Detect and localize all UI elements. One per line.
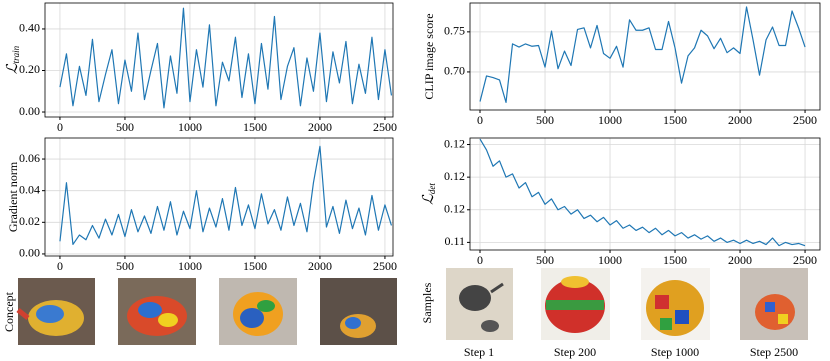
y-axis-label-main: ℒ xyxy=(421,193,437,205)
plot-area xyxy=(479,138,806,247)
y-axis-label-main: ℒ xyxy=(5,62,21,74)
y-axis-label: CLIP image score xyxy=(422,13,436,99)
y-tick-label: 0.20 xyxy=(19,62,40,76)
sample-images xyxy=(446,268,808,340)
x-tick-label: 0 xyxy=(477,253,483,267)
x-tick-label: 1000 xyxy=(598,253,622,267)
x-tick-label: 2500 xyxy=(793,113,817,127)
x-tick-label: 1000 xyxy=(178,259,202,273)
x-tick-label: 2000 xyxy=(728,113,752,127)
data-line xyxy=(59,145,393,246)
x-tick-label: 1000 xyxy=(598,113,622,127)
y-tick-label: 0.75 xyxy=(444,24,465,38)
y-axis-label: Gradient norm xyxy=(6,161,20,232)
y-tick-label: 0.02 xyxy=(19,214,40,228)
axes-frame xyxy=(469,137,821,251)
y-axis-label-sub: det xyxy=(427,183,437,194)
y-axis-label-sub: train xyxy=(11,45,21,63)
axes-frame xyxy=(44,2,394,118)
y-tick-label: 0.12 xyxy=(444,202,465,216)
x-tick-label: 500 xyxy=(536,253,554,267)
y-tick-label: 0.12 xyxy=(444,136,465,150)
x-tick-label: 1500 xyxy=(243,120,267,134)
x-tick-label: 2500 xyxy=(793,253,817,267)
plot-area xyxy=(59,7,393,109)
y-tick-label: 0.40 xyxy=(19,21,40,35)
y-axis-label-main: Gradient norm xyxy=(6,161,20,232)
x-tick-label: 1500 xyxy=(663,113,687,127)
y-tick-label: 0.11 xyxy=(444,234,465,248)
x-tick-label: 0 xyxy=(477,113,483,127)
data-line xyxy=(59,7,393,109)
samples-label: Samples xyxy=(420,282,434,323)
plot-area xyxy=(59,145,393,246)
x-tick-label: 500 xyxy=(116,259,134,273)
y-tick-label: 0.06 xyxy=(19,151,40,165)
x-tick-label: 1500 xyxy=(663,253,687,267)
data-line xyxy=(479,6,806,103)
data-line xyxy=(479,138,806,247)
x-tick-label: 0 xyxy=(57,259,63,273)
x-tick-label: 2000 xyxy=(308,120,332,134)
concept-images xyxy=(16,278,397,345)
axes-frame xyxy=(44,137,394,257)
x-tick-label: 500 xyxy=(116,120,134,134)
caption: Step 200 xyxy=(554,345,596,359)
y-axis-label-main: CLIP image score xyxy=(422,13,436,99)
caption: Step 1 xyxy=(464,345,494,359)
y-tick-label: 0.12 xyxy=(444,169,465,183)
x-tick-label: 2500 xyxy=(373,120,397,134)
axes-frame xyxy=(469,2,821,111)
x-tick-label: 500 xyxy=(536,113,554,127)
x-tick-label: 2500 xyxy=(373,259,397,273)
caption: Step 2500 xyxy=(750,345,798,359)
y-tick-label: 0.70 xyxy=(444,64,465,78)
x-tick-label: 1000 xyxy=(178,120,202,134)
plot-area xyxy=(479,6,806,103)
y-tick-label: 0.00 xyxy=(19,246,40,260)
concept-label: Concept xyxy=(2,291,16,332)
x-tick-label: 2000 xyxy=(308,259,332,273)
y-axis-label: ℒdet xyxy=(421,183,437,205)
x-tick-label: 0 xyxy=(57,120,63,134)
x-tick-label: 2000 xyxy=(728,253,752,267)
caption: Step 1000 xyxy=(651,345,699,359)
y-tick-label: 0.00 xyxy=(19,104,40,118)
x-tick-label: 1500 xyxy=(243,259,267,273)
y-axis-label: ℒtrain xyxy=(5,45,21,74)
y-tick-label: 0.04 xyxy=(19,182,40,196)
